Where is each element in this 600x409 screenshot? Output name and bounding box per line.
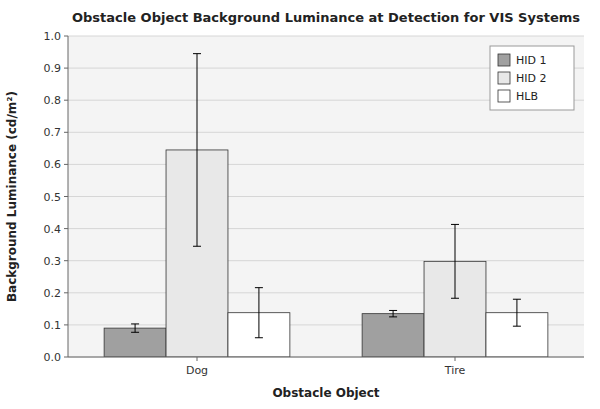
error-bar-cap bbox=[389, 316, 397, 317]
y-axis: 0.0 0.1 0.2 0.3 0.4 0.5 0.6 0.7 0.8 0.9 1.0 bbox=[44, 30, 585, 364]
y-tick-label: 1.0 bbox=[44, 30, 62, 43]
error-bar bbox=[193, 54, 201, 247]
x-tick bbox=[197, 357, 198, 361]
legend-swatch bbox=[498, 72, 510, 84]
legend: HID 1 HID 2 HLB bbox=[490, 46, 574, 110]
y-axis-label: Background Luminance (cd/m²) bbox=[5, 91, 19, 302]
y-tick bbox=[64, 357, 68, 358]
y-axis-line bbox=[68, 36, 69, 357]
legend-label: HID 1 bbox=[516, 54, 546, 67]
legend-label: HID 2 bbox=[516, 72, 546, 85]
y-tick bbox=[64, 68, 68, 69]
x-axis: Dog Tire bbox=[186, 357, 466, 377]
y-tick-label: 0.9 bbox=[44, 62, 62, 75]
y-tick-label: 0.5 bbox=[44, 191, 62, 204]
y-tick-label: 0.8 bbox=[44, 94, 62, 107]
error-bar-cap bbox=[451, 298, 459, 299]
grid-line bbox=[68, 36, 584, 37]
error-bar-cap bbox=[255, 337, 263, 338]
legend-swatch bbox=[498, 54, 510, 66]
x-axis-label: Obstacle Object bbox=[272, 386, 379, 400]
grid-line bbox=[68, 292, 584, 293]
error-bar-stem bbox=[516, 299, 517, 326]
x-tick-label: Dog bbox=[186, 364, 208, 377]
y-tick-label: 0.3 bbox=[44, 255, 62, 268]
y-tick bbox=[64, 260, 68, 261]
y-tick bbox=[64, 100, 68, 101]
legend-swatch bbox=[498, 90, 510, 102]
error-bar-cap bbox=[513, 299, 521, 300]
error-bar-stem bbox=[258, 288, 259, 338]
y-tick-label: 0.0 bbox=[44, 351, 62, 364]
error-bar bbox=[389, 310, 397, 316]
error-bar bbox=[451, 224, 459, 298]
error-bar bbox=[131, 324, 139, 332]
error-bar-cap bbox=[451, 224, 459, 225]
bars bbox=[104, 54, 548, 357]
y-tick-label: 0.4 bbox=[44, 223, 62, 236]
y-tick-label: 0.2 bbox=[44, 287, 62, 300]
bar bbox=[104, 328, 166, 357]
chart-container: 0.0 0.1 0.2 0.3 0.4 0.5 0.6 0.7 0.8 0.9 1.0 Dog Tire… bbox=[0, 0, 600, 409]
y-tick bbox=[64, 164, 68, 165]
grid-line bbox=[68, 164, 584, 165]
error-bar-stem bbox=[197, 54, 198, 247]
error-bar-stem bbox=[455, 224, 456, 298]
grid-line bbox=[68, 260, 584, 261]
y-tick bbox=[64, 196, 68, 197]
error-bar-cap bbox=[513, 326, 521, 327]
y-tick bbox=[64, 324, 68, 325]
grid-line bbox=[68, 132, 584, 133]
chart-svg: 0.0 0.1 0.2 0.3 0.4 0.5 0.6 0.7 0.8 0.9 1.0 Dog Tire… bbox=[0, 0, 600, 409]
grid-line bbox=[68, 196, 584, 197]
legend-box bbox=[490, 46, 574, 110]
y-tick bbox=[64, 228, 68, 229]
error-bar bbox=[513, 299, 521, 326]
error-bar-cap bbox=[193, 246, 201, 247]
grid-line bbox=[68, 228, 584, 229]
y-tick bbox=[64, 292, 68, 293]
bar bbox=[362, 314, 424, 357]
y-tick-label: 0.1 bbox=[44, 319, 62, 332]
error-bar-cap bbox=[131, 323, 139, 324]
error-bar-cap bbox=[193, 53, 201, 54]
legend-label: HLB bbox=[516, 90, 538, 103]
grid-line bbox=[68, 357, 584, 358]
y-tick bbox=[64, 132, 68, 133]
error-bar-cap bbox=[255, 287, 263, 288]
x-tick-label: Tire bbox=[444, 364, 466, 377]
error-bar bbox=[255, 288, 263, 338]
plot-background bbox=[68, 36, 584, 357]
y-tick-label: 0.7 bbox=[44, 126, 62, 139]
error-bar-stem bbox=[393, 310, 394, 316]
x-tick bbox=[455, 357, 456, 361]
y-tick-label: 0.6 bbox=[44, 158, 62, 171]
x-axis-line bbox=[68, 357, 584, 358]
error-bar-cap bbox=[131, 332, 139, 333]
error-bar-cap bbox=[389, 310, 397, 311]
chart-title: Obstacle Object Background Luminance at … bbox=[72, 10, 580, 25]
error-bar-stem bbox=[135, 324, 136, 332]
y-tick bbox=[64, 36, 68, 37]
